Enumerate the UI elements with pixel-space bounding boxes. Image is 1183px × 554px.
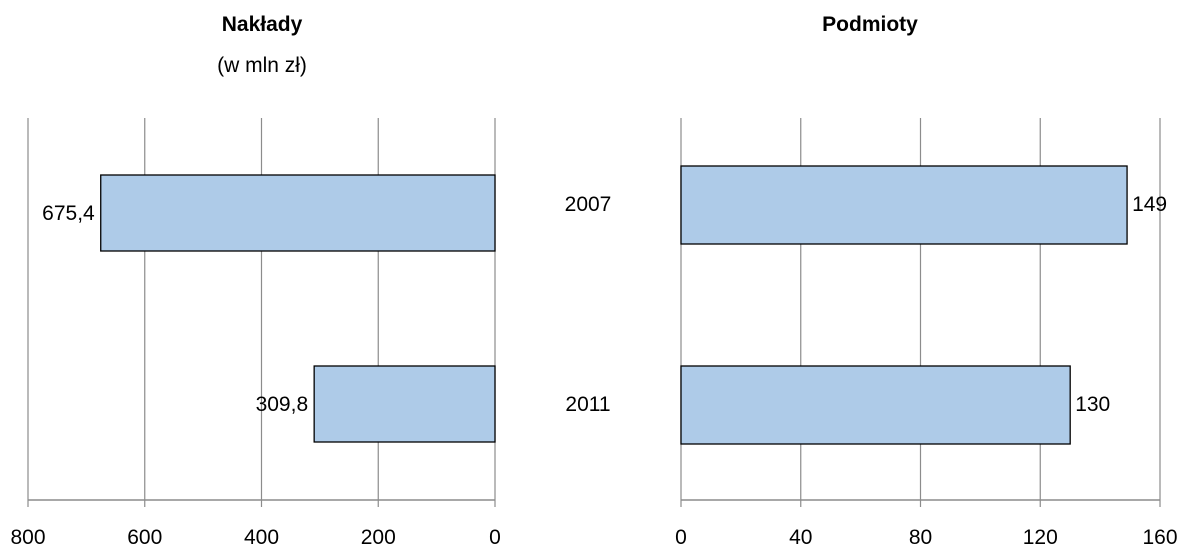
naklady-tick-label-0: 0 <box>489 526 501 549</box>
category-label-2011: 2011 <box>565 393 610 416</box>
category-label-2007: 2007 <box>565 193 612 216</box>
podmioty-value-label-2011: 130 <box>1075 393 1110 416</box>
podmioty-value-label-2007: 149 <box>1132 193 1167 216</box>
podmioty-tick-label-120: 120 <box>1023 526 1058 549</box>
podmioty-panel: Podmioty 2007 2011 0 40 80 120 160 149 130 <box>565 13 1178 549</box>
naklady-tick-label-400: 400 <box>244 526 279 549</box>
podmioty-tick-label-40: 40 <box>789 526 812 549</box>
podmioty-bars <box>680 165 1128 445</box>
podmioty-data-labels: 149 130 <box>1075 193 1167 416</box>
podmioty-bar-2011 <box>680 365 1071 445</box>
podmioty-tick-label-160: 160 <box>1142 526 1177 549</box>
naklady-bar-2007 <box>100 174 496 252</box>
podmioty-x-axis: 0 40 80 120 160 <box>675 499 1178 549</box>
naklady-title: Nakłady <box>222 13 303 36</box>
naklady-tick-label-800: 800 <box>10 526 45 549</box>
podmioty-bar-2007 <box>680 165 1128 245</box>
naklady-x-axis: 0 200 400 600 800 <box>10 499 501 549</box>
naklady-bar-2011 <box>313 365 496 443</box>
naklady-data-labels: 675,4 309,8 <box>42 202 308 416</box>
naklady-value-label-2007: 675,4 <box>42 202 95 225</box>
naklady-subtitle: (w mln zł) <box>217 54 307 77</box>
podmioty-tick-label-80: 80 <box>909 526 932 549</box>
naklady-panel: Nakłady (w mln zł) 0 200 400 600 800 675,4 30… <box>10 13 500 549</box>
naklady-value-label-2011: 309,8 <box>256 393 309 416</box>
podmioty-title: Podmioty <box>822 13 918 36</box>
podmioty-category-labels: 2007 2011 <box>565 193 612 416</box>
naklady-tick-label-600: 600 <box>127 526 162 549</box>
podmioty-tick-label-0: 0 <box>675 526 687 549</box>
naklady-bars <box>100 174 496 443</box>
naklady-tick-label-200: 200 <box>361 526 396 549</box>
